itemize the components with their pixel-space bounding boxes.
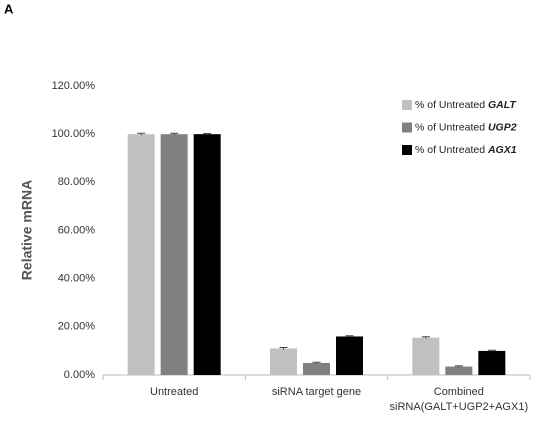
y-tick-label: 20.00%: [58, 321, 96, 333]
error-bar: [454, 365, 463, 368]
error-bar: [421, 336, 430, 339]
x-tick-label: Combined siRNA(GALT+UGP2+AGX1): [390, 386, 529, 413]
y-tick-label: 40.00%: [58, 273, 96, 285]
x-tick-label: Untreated: [150, 386, 198, 398]
y-tick-label: 60.00%: [58, 224, 96, 236]
y-tick-label: 80.00%: [58, 176, 96, 188]
bar: [478, 350, 506, 375]
error-bar: [137, 132, 146, 136]
legend-label: % of Untreated GALT: [415, 99, 517, 111]
error-bar: [345, 335, 354, 338]
error-bar: [312, 361, 321, 364]
bar: [412, 337, 440, 375]
legend-swatch: [402, 145, 412, 155]
y-tick-label: 0.00%: [64, 369, 95, 381]
legend-swatch: [402, 122, 412, 133]
bar: [445, 366, 473, 375]
bar: [160, 134, 188, 375]
bar: [336, 336, 363, 375]
error-bar: [170, 132, 179, 136]
legend-label: % of Untreated AGX1: [415, 144, 517, 156]
bar: [270, 348, 297, 375]
y-tick-label: 120.00%: [52, 80, 96, 92]
bar: [193, 134, 221, 375]
y-axis-title: Relative mRNA: [19, 180, 35, 280]
error-bar: [487, 349, 496, 352]
panel-label: A: [4, 1, 14, 16]
legend-label: % of Untreated UGP2: [415, 121, 517, 133]
y-tick-label: 100.00%: [52, 128, 96, 140]
x-tick-label: siRNA target gene: [272, 386, 361, 398]
error-bar: [279, 347, 288, 350]
bar: [303, 362, 330, 375]
bar: [127, 134, 155, 375]
legend-swatch: [402, 100, 412, 110]
error-bar: [203, 132, 212, 135]
